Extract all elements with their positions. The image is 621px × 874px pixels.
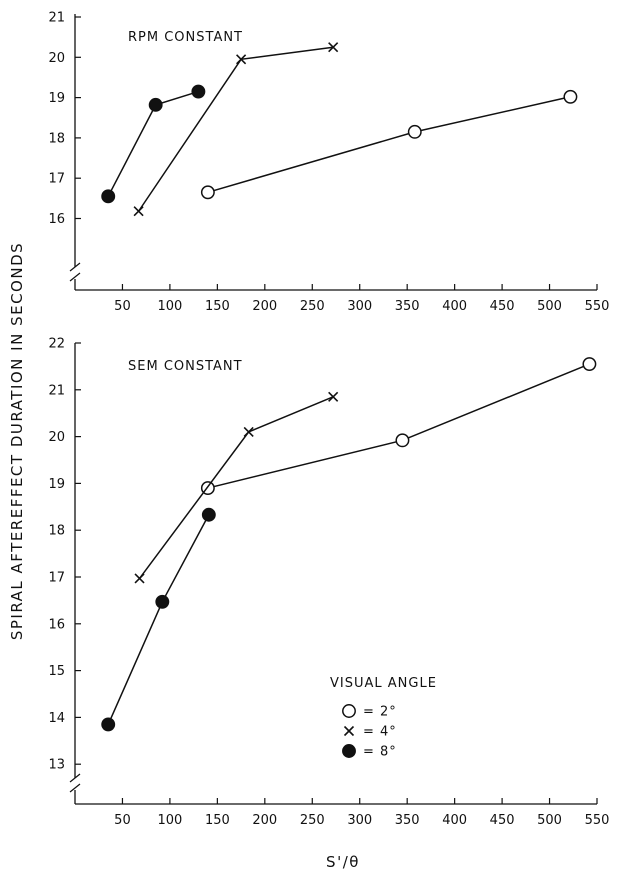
sem-constant-panel: 13 14 15 16 17 18 19 20 21 22 50 100 150 200 250 300 350… xyxy=(48,337,609,829)
x-tick-label: 200 xyxy=(252,299,277,314)
y-tick-label: 16 xyxy=(48,212,65,227)
y-tick-label: 15 xyxy=(48,664,65,679)
y-tick-label: 17 xyxy=(48,571,65,586)
data-point-filled-circle xyxy=(148,97,163,112)
y-tick-label: 20 xyxy=(48,51,65,66)
y-tick-label: 14 xyxy=(48,711,65,726)
data-point-open-circle xyxy=(563,89,578,104)
x-tick-label: 250 xyxy=(300,299,325,314)
y-tick-label: 13 xyxy=(48,758,65,773)
x-tick-label: 100 xyxy=(157,299,182,314)
y-tick-label: 22 xyxy=(48,337,65,352)
y-tick-label: 20 xyxy=(48,430,65,445)
series-line-8deg xyxy=(107,514,210,725)
data-point-filled-circle xyxy=(155,594,170,609)
y-tick-label: 18 xyxy=(48,131,65,146)
x-tick-label: 450 xyxy=(490,813,515,828)
legend-marker-x xyxy=(343,725,355,737)
legend-label: = 2° xyxy=(363,705,397,720)
axis-break-mark xyxy=(69,783,81,793)
panel-title: SEM CONSTANT xyxy=(128,359,243,374)
x-tick-label: 150 xyxy=(205,299,230,314)
series-line-2deg xyxy=(207,96,571,194)
x-tick-label: 550 xyxy=(585,299,610,314)
x-tick-label: 50 xyxy=(114,813,131,828)
data-point-x xyxy=(243,426,254,437)
x-tick-label: 350 xyxy=(395,299,420,314)
series-line-2deg xyxy=(207,363,590,489)
legend: VISUAL ANGLE = 2° = 4° = 8° xyxy=(330,676,437,760)
data-point-x xyxy=(328,42,339,53)
y-tick-label: 21 xyxy=(48,383,65,398)
x-tick-label: 400 xyxy=(442,813,467,828)
data-point-open-circle xyxy=(395,433,410,448)
data-point-open-circle xyxy=(200,185,215,200)
data-point-x-stroke-b xyxy=(328,42,339,53)
x-tick-label: 500 xyxy=(537,813,562,828)
data-point-x xyxy=(133,206,144,217)
data-point-filled-circle xyxy=(101,717,116,732)
x-tick-label: 250 xyxy=(300,813,325,828)
data-point-x xyxy=(328,391,339,402)
x-tick-label: 100 xyxy=(157,813,182,828)
data-point-x-stroke-b xyxy=(236,54,247,65)
x-tick-label: 150 xyxy=(205,813,230,828)
x-tick-label: 500 xyxy=(537,299,562,314)
series-line-4deg xyxy=(138,396,334,579)
y-tick-label: 18 xyxy=(48,524,65,539)
data-point-x xyxy=(236,54,247,65)
legend-label: = 8° xyxy=(363,745,397,760)
x-tick-label: 300 xyxy=(347,299,372,314)
x-tick-label: 450 xyxy=(490,299,515,314)
x-tick-label: 300 xyxy=(347,813,372,828)
y-tick-label: 19 xyxy=(48,91,65,106)
data-point-open-circle xyxy=(407,124,422,139)
y-tick-label: 19 xyxy=(48,477,65,492)
y-tick-label: 21 xyxy=(48,11,65,26)
x-tick-label: 550 xyxy=(585,813,610,828)
x-tick-label: 50 xyxy=(114,299,131,314)
x-axis-title: S'/θ xyxy=(326,853,360,871)
axis-break-mark xyxy=(69,773,81,783)
data-point-filled-circle xyxy=(201,507,216,522)
data-point-filled-circle xyxy=(191,84,206,99)
series-line-4deg xyxy=(137,46,334,212)
axis-break-mark xyxy=(69,272,81,282)
legend-title: VISUAL ANGLE xyxy=(330,676,437,691)
data-point-x-stroke-b xyxy=(134,573,145,584)
y-tick-label: 16 xyxy=(48,617,65,632)
data-point-x-stroke-b xyxy=(133,206,144,217)
legend-marker-x-stroke-b xyxy=(343,725,355,737)
x-tick-label: 200 xyxy=(252,813,277,828)
data-point-x xyxy=(134,573,145,584)
data-point-x-stroke-b xyxy=(243,426,254,437)
legend-marker-open-circle xyxy=(342,704,356,718)
rpm-constant-panel: 16 17 18 19 20 21 50 100 150 200 250 300 350 400 450 50… xyxy=(48,11,609,315)
x-tick-label: 400 xyxy=(442,299,467,314)
panel-title: RPM CONSTANT xyxy=(128,30,243,45)
legend-label: = 4° xyxy=(363,725,397,740)
data-point-filled-circle xyxy=(101,189,116,204)
y-tick-label: 17 xyxy=(48,172,65,187)
x-tick-label: 350 xyxy=(395,813,420,828)
legend-marker-filled-circle xyxy=(342,744,356,758)
y-axis-title: SPIRAL AFTEREFFECT DURATION IN SECONDS xyxy=(8,242,26,640)
data-point-x-stroke-b xyxy=(328,391,339,402)
data-point-open-circle xyxy=(582,357,597,372)
axis-break-mark xyxy=(69,262,81,272)
